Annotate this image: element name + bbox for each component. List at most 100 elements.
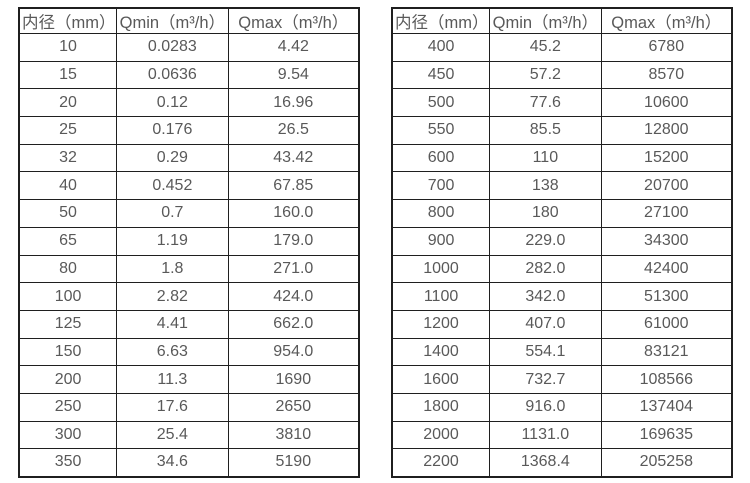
cell: 61000 (600, 309, 733, 339)
table-row: 600 110 15200 (391, 143, 733, 173)
cell: 229.0 (489, 226, 602, 256)
table-row: 1100 342.0 51300 (391, 282, 733, 311)
cell: 554.1 (489, 337, 602, 367)
cell: 0.0636 (116, 60, 229, 90)
cell: 17.6 (116, 392, 229, 422)
cell: 125 (18, 309, 118, 339)
cell: 110 (489, 143, 602, 173)
cell: 45.2 (489, 33, 602, 62)
table-row: 900 229.0 34300 (391, 226, 733, 256)
column-header: Qmax（m³/h） (227, 7, 360, 34)
table-row: 50 0.7 160.0 (18, 199, 360, 228)
cell: 34300 (600, 226, 733, 256)
table-row: 450 57.2 8570 (391, 60, 733, 90)
table-body: 10 0.0283 4.42 15 0.0636 9.54 20 0.12 16.96 25 0.1… (18, 33, 360, 477)
cell: 2.82 (116, 282, 229, 311)
table-row: 40 0.452 67.85 (18, 171, 360, 201)
cell: 9.54 (227, 60, 360, 90)
cell: 0.176 (116, 116, 229, 145)
table-row: 20 0.12 16.96 (18, 88, 360, 118)
cell: 80 (18, 254, 118, 284)
cell: 20 (18, 88, 118, 118)
cell: 900 (391, 226, 491, 256)
table-row: 65 1.19 179.0 (18, 226, 360, 256)
table-row: 2200 1368.4 205258 (391, 448, 733, 477)
cell: 34.6 (116, 448, 229, 477)
cell: 160.0 (227, 199, 360, 228)
table-row: 1000 282.0 42400 (391, 254, 733, 284)
cell: 250 (18, 392, 118, 422)
table-row: 150 6.63 954.0 (18, 337, 360, 367)
cell: 179.0 (227, 226, 360, 256)
cell: 1400 (391, 337, 491, 367)
cell: 83121 (600, 337, 733, 367)
table-row: 700 138 20700 (391, 171, 733, 201)
cell: 65 (18, 226, 118, 256)
table-row: 10 0.0283 4.42 (18, 33, 360, 62)
cell: 800 (391, 199, 491, 228)
cell: 0.29 (116, 143, 229, 173)
cell: 0.0283 (116, 33, 229, 62)
cell: 26.5 (227, 116, 360, 145)
cell: 40 (18, 171, 118, 201)
cell: 450 (391, 60, 491, 90)
cell: 350 (18, 448, 118, 477)
table-row: 250 17.6 2650 (18, 392, 360, 422)
table-row: 350 34.6 5190 (18, 448, 360, 477)
cell: 2650 (227, 392, 360, 422)
cell: 700 (391, 171, 491, 201)
flow-table-large-diameters: 内径（mm） Qmin（m³/h） Qmax（m³/h） 400 45.2 6780 45… (391, 7, 733, 478)
cell: 1368.4 (489, 448, 602, 477)
flow-table-small-diameters: 内径（mm） Qmin（m³/h） Qmax（m³/h） 10 0.0283 4.42 1… (18, 7, 360, 478)
cell: 1131.0 (489, 420, 602, 450)
table-row: 15 0.0636 9.54 (18, 60, 360, 90)
cell: 4.41 (116, 309, 229, 339)
table-row: 1200 407.0 61000 (391, 309, 733, 339)
cell: 407.0 (489, 309, 602, 339)
cell: 300 (18, 420, 118, 450)
cell: 0.452 (116, 171, 229, 201)
cell: 43.42 (227, 143, 360, 173)
cell: 25 (18, 116, 118, 145)
table-row: 1600 732.7 108566 (391, 365, 733, 394)
table-row: 200 11.3 1690 (18, 365, 360, 394)
cell: 5190 (227, 448, 360, 477)
cell: 200 (18, 365, 118, 394)
cell: 6.63 (116, 337, 229, 367)
cell: 500 (391, 88, 491, 118)
cell: 424.0 (227, 282, 360, 311)
cell: 51300 (600, 282, 733, 311)
cell: 108566 (600, 365, 733, 394)
cell: 2000 (391, 420, 491, 450)
cell: 3810 (227, 420, 360, 450)
table-row: 1800 916.0 137404 (391, 392, 733, 422)
cell: 954.0 (227, 337, 360, 367)
cell: 1200 (391, 309, 491, 339)
table-row: 400 45.2 6780 (391, 33, 733, 62)
column-header: 内径（mm） (391, 7, 491, 34)
cell: 282.0 (489, 254, 602, 284)
cell: 10 (18, 33, 118, 62)
cell: 1100 (391, 282, 491, 311)
cell: 1600 (391, 365, 491, 394)
header-row: 内径（mm） Qmin（m³/h） Qmax（m³/h） (391, 7, 733, 34)
cell: 27100 (600, 199, 733, 228)
cell: 1.8 (116, 254, 229, 284)
cell: 15200 (600, 143, 733, 173)
table-row: 125 4.41 662.0 (18, 309, 360, 339)
cell: 4.42 (227, 33, 360, 62)
cell: 732.7 (489, 365, 602, 394)
cell: 12800 (600, 116, 733, 145)
cell: 1690 (227, 365, 360, 394)
table-row: 800 180 27100 (391, 199, 733, 228)
column-header: Qmin（m³/h） (116, 7, 229, 34)
cell: 138 (489, 171, 602, 201)
cell: 1000 (391, 254, 491, 284)
cell: 6780 (600, 33, 733, 62)
table-row: 100 2.82 424.0 (18, 282, 360, 311)
table-row: 300 25.4 3810 (18, 420, 360, 450)
cell: 0.12 (116, 88, 229, 118)
cell: 600 (391, 143, 491, 173)
cell: 0.7 (116, 199, 229, 228)
